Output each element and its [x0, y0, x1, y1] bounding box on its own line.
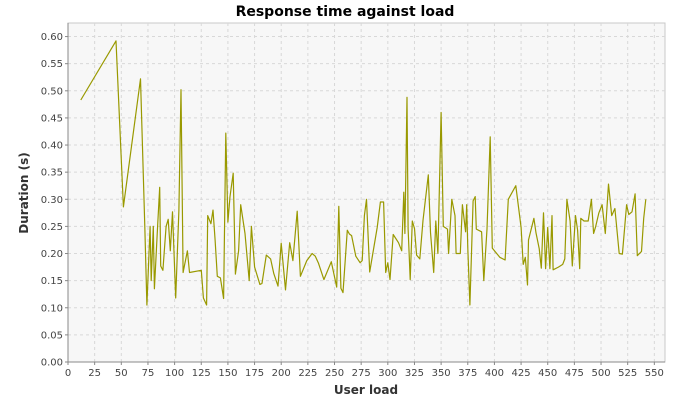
x-tick-label: 450	[538, 368, 557, 379]
x-tick-label: 0	[65, 368, 71, 379]
axes	[67, 23, 665, 363]
y-tick-label: 0.40	[41, 141, 63, 152]
y-tick-label: 0.00	[41, 358, 63, 369]
x-tick-label: 325	[405, 368, 424, 379]
y-tick-label: 0.55	[41, 59, 63, 70]
series-line	[80, 40, 647, 306]
y-tick-label: 0.05	[41, 330, 63, 341]
x-tick-label: 425	[512, 368, 531, 379]
y-tick-label: 0.35	[41, 168, 63, 179]
x-tick-label: 350	[432, 368, 451, 379]
y-tick-label: 0.45	[41, 113, 63, 124]
y-axis-label: Duration (s)	[17, 152, 31, 233]
x-tick-label: 250	[325, 368, 344, 379]
x-tick-label: 300	[378, 368, 397, 379]
x-tick-label: 125	[192, 368, 211, 379]
x-tick-label: 225	[298, 368, 317, 379]
y-tick-label: 0.30	[41, 195, 63, 206]
x-tick-label: 25	[88, 368, 101, 379]
y-tick-label: 0.20	[41, 249, 63, 260]
x-tick-label: 175	[245, 368, 264, 379]
x-tick-label: 50	[115, 368, 128, 379]
x-tick-label: 275	[352, 368, 371, 379]
x-tick-label: 200	[272, 368, 291, 379]
chart-title: Response time against load	[236, 4, 455, 20]
x-tick-label: 75	[142, 368, 155, 379]
y-tick-label: 0.25	[41, 222, 63, 233]
y-tick-label: 0.15	[41, 276, 63, 287]
x-tick-label: 375	[458, 368, 477, 379]
x-tick-label: 500	[591, 368, 610, 379]
grid	[68, 23, 665, 362]
x-tick-label: 100	[165, 368, 184, 379]
y-axis-ticks: 0.00 0.05 0.10 0.15 0.20 0.25 0.30 0.35 0.40 0.45…	[41, 32, 68, 369]
y-tick-label: 0.50	[41, 86, 63, 97]
x-axis-label: User load	[334, 383, 398, 397]
x-tick-label: 550	[645, 368, 664, 379]
x-tick-label: 475	[565, 368, 584, 379]
x-axis-ticks: 0 25 50 75 100 125 150 175 200 225 250 275 300 325 350…	[65, 362, 664, 379]
series-group	[80, 40, 647, 306]
x-tick-label: 400	[485, 368, 504, 379]
x-tick-label: 525	[618, 368, 637, 379]
y-tick-label: 0.60	[41, 32, 63, 43]
x-tick-label: 150	[218, 368, 237, 379]
plot-area	[67, 22, 666, 363]
y-tick-label: 0.10	[41, 303, 63, 314]
